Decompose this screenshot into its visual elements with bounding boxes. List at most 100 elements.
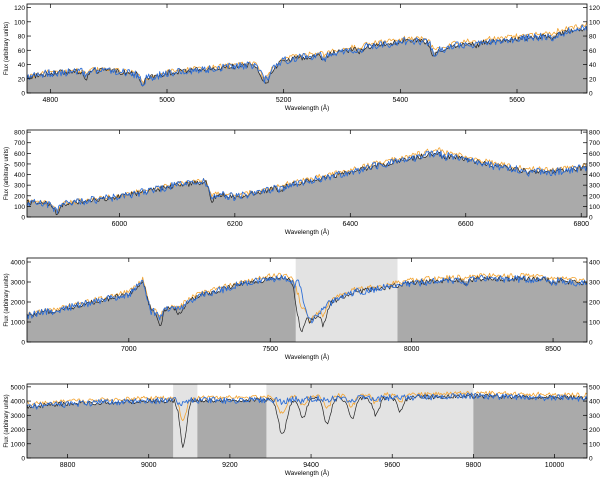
y-tick-label: 40 [18, 62, 26, 69]
plot-frame [26, 257, 588, 343]
y-tick-label: 2000 [11, 427, 26, 434]
y-tick-label-right: 700 [589, 140, 600, 147]
x-tick-label: 9200 [222, 462, 238, 469]
y-tick-label-right: 3000 [589, 280, 600, 287]
y-tick-label: 0 [21, 215, 25, 222]
plot-frame [26, 383, 588, 459]
y-axis-label: Flux (arbitrary units) [4, 394, 10, 447]
black-model-line [26, 26, 588, 87]
y-tick-label-right: 2000 [589, 300, 600, 307]
masked-region-2 [266, 384, 474, 458]
y-tick-label: 800 [14, 130, 25, 137]
y-axis-label: Flux (arbitrary units) [4, 273, 10, 326]
x-axis-label: Wavelength (Å) [285, 227, 330, 236]
y-tick-label-right: 600 [589, 151, 600, 158]
x-tick-label: 6600 [458, 221, 474, 228]
orange-spectrum-line [26, 390, 588, 421]
filled-model-area [27, 27, 587, 94]
y-tick-label: 500 [14, 161, 25, 168]
x-tick-label: 6000 [112, 221, 128, 228]
x-tick-label: 6200 [227, 221, 243, 228]
y-tick-label: 0 [21, 456, 25, 463]
y-tick-label-right: 100 [589, 204, 600, 211]
x-axis-label: Wavelength (Å) [285, 103, 330, 112]
blue-spectrum-line [26, 392, 588, 410]
x-tick-label: 7000 [121, 346, 137, 353]
x-tick-label: 10000 [545, 462, 565, 469]
x-tick-label: 5000 [159, 97, 175, 104]
y-tick-label-right: 40 [589, 62, 597, 69]
y-tick-label: 400 [14, 172, 25, 179]
y-tick-label-right: 1000 [589, 320, 600, 327]
y-tick-label-right: 1000 [589, 441, 600, 448]
filled-model-area [27, 277, 587, 342]
orange-spectrum-line [26, 21, 588, 83]
y-tick-label-right: 400 [589, 172, 600, 179]
y-tick-label: 0 [21, 91, 25, 98]
y-tick-label: 1000 [11, 320, 26, 327]
y-tick-label: 100 [14, 19, 25, 26]
y-tick-label-right: 0 [589, 340, 593, 347]
y-tick-label-right: 2000 [589, 427, 600, 434]
x-tick-label: 6400 [343, 221, 359, 228]
x-tick-label: 7500 [262, 346, 278, 353]
y-tick-label-right: 100 [589, 19, 600, 26]
plot-frame [26, 3, 588, 94]
y-tick-label: 0 [21, 340, 25, 347]
y-tick-label-right: 60 [589, 48, 597, 55]
blue-spectrum-line [26, 150, 588, 214]
x-tick-label: 5200 [276, 97, 292, 104]
masked-region-1 [295, 258, 398, 342]
y-tick-label: 4000 [11, 399, 26, 406]
x-tick-label: 5400 [393, 97, 409, 104]
y-tick-label: 600 [14, 151, 25, 158]
y-tick-label-right: 120 [589, 5, 600, 12]
y-tick-label-right: 800 [589, 130, 600, 137]
spectrum-panel-1: 4800 5000 5200 5400 5600 0 0 20 20 40 40 60 60 80 80 10… [4, 3, 600, 112]
x-axis-label: Wavelength (Å) [285, 468, 330, 477]
x-tick-label: 8000 [404, 346, 420, 353]
y-tick-label-right: 0 [589, 91, 593, 98]
y-tick-label-right: 4000 [589, 399, 600, 406]
x-tick-label: 8800 [60, 462, 76, 469]
plot-frame [26, 129, 588, 218]
y-tick-label: 700 [14, 140, 25, 147]
y-tick-label-right: 200 [589, 193, 600, 200]
y-tick-label: 5000 [11, 384, 26, 391]
x-tick-label: 9600 [384, 462, 400, 469]
y-tick-label-right: 300 [589, 183, 600, 190]
y-tick-label: 100 [14, 204, 25, 211]
y-tick-label-right: 4000 [589, 260, 600, 267]
y-tick-label: 120 [14, 5, 25, 12]
y-tick-label-right: 20 [589, 76, 597, 83]
y-axis-label: Flux (arbitrary units) [4, 22, 10, 75]
x-tick-label: 8500 [545, 346, 561, 353]
x-tick-label: 9400 [303, 462, 319, 469]
blue-spectrum-line [26, 274, 588, 324]
blue-spectrum-line [26, 24, 588, 87]
x-tick-label: 9800 [466, 462, 482, 469]
y-tick-label: 200 [14, 193, 25, 200]
y-tick-label-right: 5000 [589, 384, 600, 391]
spectrum-panel-3: 7000 7500 8000 8500 0 0 1000 1000 2000 2000 3000 30… [4, 257, 600, 361]
y-axis-label: Flux (arbitrary units) [4, 147, 10, 200]
x-tick-label: 5600 [509, 97, 525, 104]
masked-region-1 [173, 384, 198, 458]
y-tick-label: 60 [18, 48, 26, 55]
y-tick-label: 80 [18, 34, 26, 41]
y-tick-label-right: 3000 [589, 413, 600, 420]
y-tick-label: 300 [14, 183, 25, 190]
y-tick-label-right: 0 [589, 456, 593, 463]
y-tick-label: 3000 [11, 280, 26, 287]
y-tick-label: 1000 [11, 441, 26, 448]
filled-model-area [27, 152, 587, 217]
y-tick-label-right: 500 [589, 161, 600, 168]
y-tick-label: 3000 [11, 413, 26, 420]
y-tick-label-right: 0 [589, 215, 593, 222]
y-tick-label: 4000 [11, 260, 26, 267]
y-tick-label: 20 [18, 76, 26, 83]
x-tick-label: 6800 [573, 221, 589, 228]
y-tick-label-right: 80 [589, 34, 597, 41]
